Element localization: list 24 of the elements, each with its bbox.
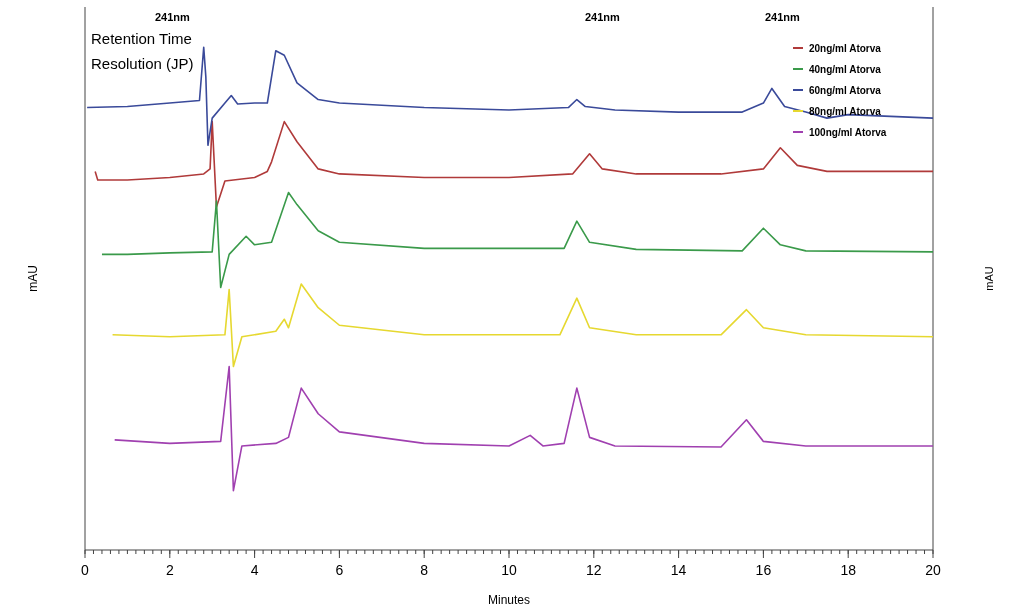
x-tick-label: 8 (420, 562, 429, 578)
text: 241nm (765, 11, 801, 23)
x-tick-label: 20 (925, 562, 941, 578)
legend-label: 40ng/ml Atorva (809, 64, 882, 75)
x-tick-label: 0 (81, 562, 90, 578)
text: 241nm (585, 11, 621, 23)
text: Retention Time (91, 30, 192, 47)
y-axis-title: mAU (26, 265, 40, 292)
x-axis-title: Minutes (487, 593, 531, 607)
x-tick-label: 2 (165, 562, 174, 578)
y2-axis-title: mAU (983, 266, 995, 291)
x-tick-label: 18 (840, 562, 857, 578)
legend-label: 100ng/ml Atorva (809, 127, 887, 138)
annotation: Resolution (JP) (91, 55, 194, 72)
x-tick-label: 12 (586, 562, 602, 578)
legend-label: 20ng/ml Atorva (809, 43, 882, 54)
text: 241nm (155, 11, 191, 23)
x-tick-label: 6 (335, 562, 344, 578)
x-tick-label: 14 (670, 562, 687, 578)
x-tick-label: 10 (501, 562, 517, 578)
legend-label: 60ng/ml Atorva (809, 85, 882, 96)
legend-label: 80ng/ml Atorva (809, 106, 882, 117)
x-tick-label: 4 (250, 562, 259, 578)
x-tick-label: 16 (755, 562, 772, 578)
